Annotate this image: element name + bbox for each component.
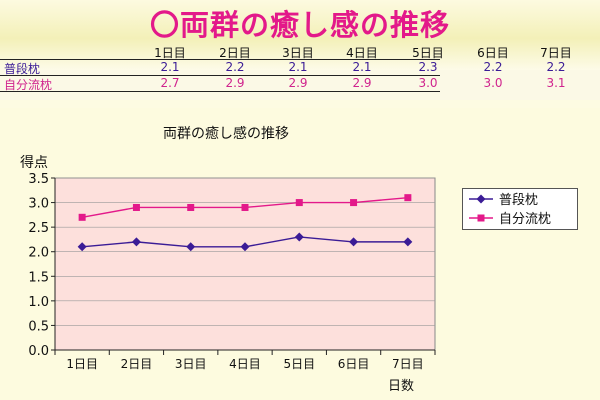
data-point (240, 242, 250, 252)
data-point (77, 242, 87, 252)
table-cell: 2.7 (160, 76, 180, 90)
data-point (131, 237, 141, 247)
table-cell: 2.3 (418, 60, 438, 74)
x-axis-label: 日数 (388, 379, 414, 394)
table-rule-bottom (0, 91, 440, 92)
table-header-day-5: 5日目 (412, 46, 444, 60)
x-tick-label: 6日目 (338, 357, 370, 371)
chart-title: 両群の癒し感の推移 (163, 125, 289, 142)
table-rule-top (0, 59, 440, 60)
data-point (78, 213, 86, 221)
table-header-day-3: 3日目 (282, 46, 314, 60)
table-cell: 3.0 (483, 76, 503, 90)
legend-marker (476, 194, 486, 204)
data-point (404, 194, 412, 202)
table-cell: 2.9 (352, 76, 372, 90)
data-point (186, 242, 196, 252)
table-cell: 3.1 (546, 76, 566, 90)
data-point (350, 199, 358, 207)
data-point (294, 232, 304, 242)
x-tick-label: 7日目 (392, 357, 424, 371)
data-point (241, 203, 249, 211)
table-cell: 2.1 (352, 60, 372, 74)
data-point (295, 199, 303, 207)
data-point (132, 203, 140, 211)
y-tick-label: 2.5 (28, 221, 49, 236)
x-tick-label: 5日目 (283, 357, 315, 371)
legend-label: 自分流枕 (499, 212, 551, 227)
y-tick-label: 0.0 (28, 344, 49, 359)
table-header-day-7: 7日目 (540, 46, 572, 60)
table-row-label: 自分流枕 (4, 78, 53, 92)
table-cell: 2.1 (160, 60, 180, 74)
table-cell: 2.2 (546, 60, 566, 74)
data-point (349, 237, 359, 247)
y-tick-label: 3.5 (28, 172, 49, 187)
table-cell: 2.9 (225, 76, 245, 90)
x-tick-label: 3日目 (175, 357, 207, 371)
table-row-label: 普段枕 (4, 62, 41, 76)
table-cell: 2.2 (225, 60, 245, 74)
y-axis-label: 得点 (20, 154, 48, 171)
table-header-day-1: 1日目 (154, 46, 186, 60)
data-point (187, 203, 195, 211)
table-cell: 3.0 (418, 76, 438, 90)
data-table: 1日目 2日目 3日目 4日目 5日目 6日目 7日目 普段枕 2.1 2.2 2.1 2.1 2.3… (0, 42, 600, 94)
title-band (0, 0, 600, 70)
x-tick-label: 4日目 (229, 357, 261, 371)
table-header-day-2: 2日目 (219, 46, 251, 60)
data-point (403, 237, 413, 247)
x-tick-label: 1日目 (66, 357, 98, 371)
x-tick-label: 2日目 (121, 357, 153, 371)
table-header-day-4: 4日目 (346, 46, 378, 60)
table-cell: 2.2 (483, 60, 503, 74)
y-tick-label: 1.0 (28, 295, 49, 310)
plot-area (54, 177, 436, 351)
y-tick-label: 1.5 (28, 270, 49, 285)
table-cell: 2.9 (288, 76, 308, 90)
legend: 普段枕 自分流枕 (462, 188, 578, 230)
y-tick-label: 3.0 (28, 197, 49, 212)
y-tick-label: 0.5 (28, 319, 49, 334)
legend-label: 普段枕 (499, 193, 538, 208)
y-tick-label: 2.0 (28, 246, 49, 261)
table-rule-middle (0, 75, 440, 76)
table-header-day-6: 6日目 (477, 46, 509, 60)
legend-marker (477, 214, 485, 222)
table-cell: 2.1 (288, 60, 308, 74)
slide-title: 〇両群の癒し感の推移 (149, 8, 450, 42)
